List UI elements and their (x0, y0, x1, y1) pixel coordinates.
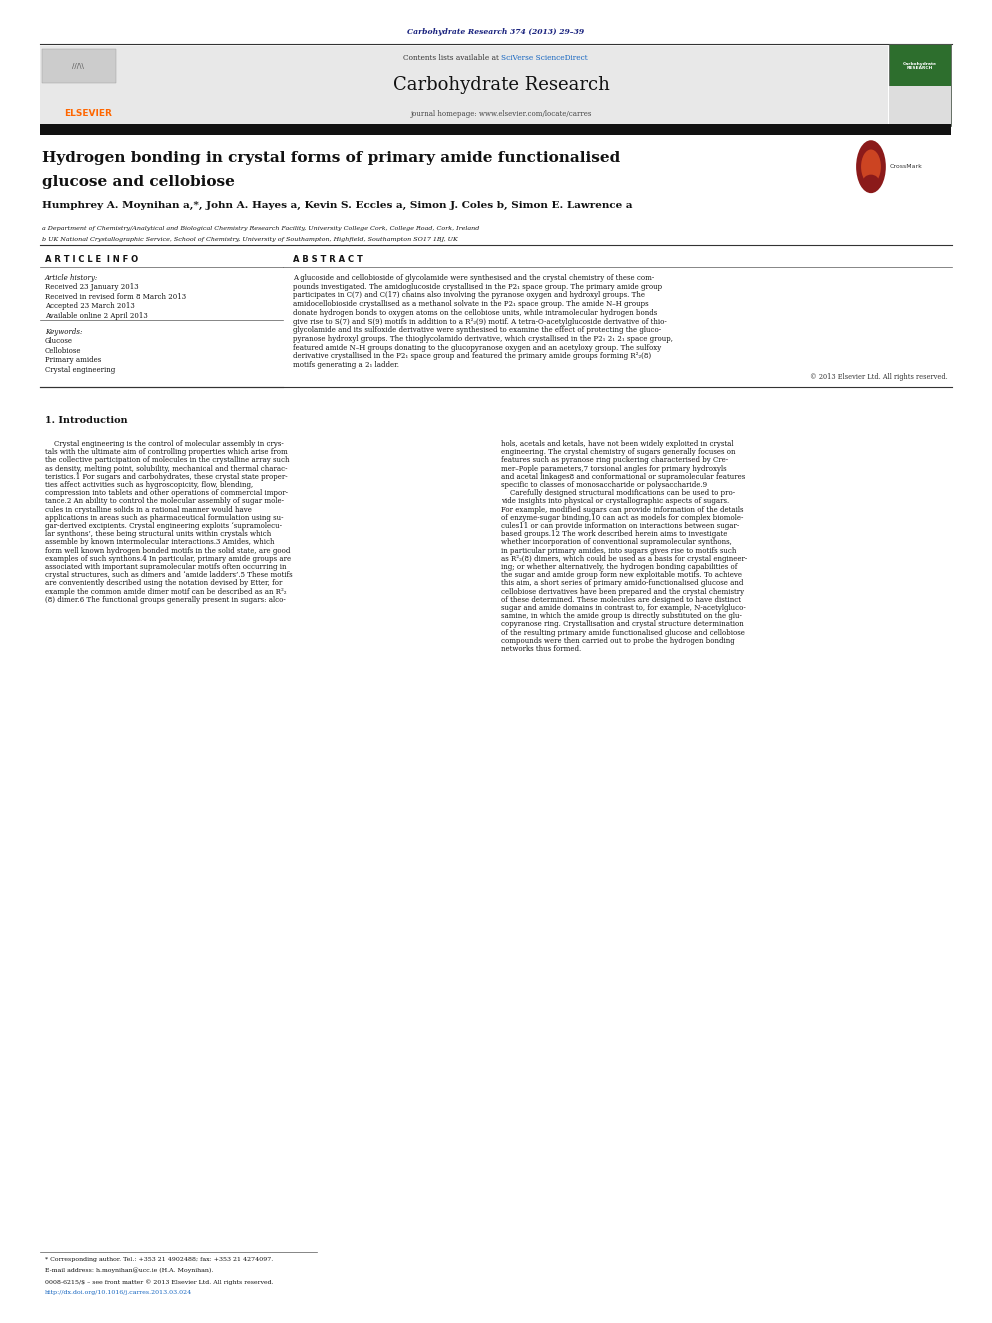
Text: cules in crystalline solids in a rational manner would have: cules in crystalline solids in a rationa… (45, 505, 252, 513)
Text: copyranose ring. Crystallisation and crystal structure determination: copyranose ring. Crystallisation and cry… (501, 620, 744, 628)
Text: b UK National Crystallographic Service, School of Chemistry, University of South: b UK National Crystallographic Service, … (42, 237, 457, 242)
Text: ELSEVIER: ELSEVIER (64, 110, 112, 118)
Text: samine, in which the amide group is directly substituted on the glu-: samine, in which the amide group is dire… (501, 613, 742, 620)
Ellipse shape (863, 175, 879, 188)
Ellipse shape (861, 149, 881, 184)
Text: journal homepage: www.elsevier.com/locate/carres: journal homepage: www.elsevier.com/locat… (411, 110, 591, 118)
Text: Received in revised form 8 March 2013: Received in revised form 8 March 2013 (45, 292, 186, 300)
Text: A B S T R A C T: A B S T R A C T (293, 255, 362, 265)
Text: derivative crystallised in the P2₁ space group and featured the primary amide gr: derivative crystallised in the P2₁ space… (293, 352, 651, 360)
Text: this aim, a short series of primary amido-functionalised glucose and: this aim, a short series of primary amid… (501, 579, 743, 587)
Bar (889, 44, 951, 126)
Ellipse shape (856, 140, 886, 193)
Text: E-mail address: h.moynihan@ucc.ie (H.A. Moynihan).: E-mail address: h.moynihan@ucc.ie (H.A. … (45, 1267, 213, 1273)
Text: Contents lists available at: Contents lists available at (403, 54, 501, 62)
Text: participates in C(7) and C(17) chains also involving the pyranose oxygen and hyd: participates in C(7) and C(17) chains al… (293, 291, 645, 299)
Text: Hydrogen bonding in crystal forms of primary amide functionalised: Hydrogen bonding in crystal forms of pri… (42, 151, 620, 165)
Text: are conveniently described using the notation devised by Etter, for: are conveniently described using the not… (45, 579, 282, 587)
Text: Primary amides: Primary amides (45, 356, 101, 364)
Text: Carbohydrate Research 374 (2013) 29–39: Carbohydrate Research 374 (2013) 29–39 (408, 28, 584, 36)
Text: For example, modified sugars can provide information of the details: For example, modified sugars can provide… (501, 505, 743, 513)
Text: and acetal linkages8 and conformational or supramolecular features: and acetal linkages8 and conformational … (501, 472, 745, 480)
Text: teristics.1 For sugars and carbohydrates, these crystal state proper-: teristics.1 For sugars and carbohydrates… (45, 472, 288, 480)
Text: Crystal engineering is the control of molecular assembly in crys-: Crystal engineering is the control of mo… (45, 441, 284, 448)
Text: networks thus formed.: networks thus formed. (501, 646, 581, 654)
Text: Carbohydrate
RESEARCH: Carbohydrate RESEARCH (903, 62, 936, 70)
Text: cules11 or can provide information on interactions between sugar-: cules11 or can provide information on in… (501, 523, 739, 531)
Text: amidocellobioside crystallised as a methanol solvate in the P2₁ space group. The: amidocellobioside crystallised as a meth… (293, 300, 648, 308)
Text: crystal structures, such as dimers and ‘amide ladders’.5 These motifs: crystal structures, such as dimers and ‘… (45, 572, 293, 579)
Text: compression into tablets and other operations of commercial impor-: compression into tablets and other opera… (45, 490, 288, 497)
Text: A glucoside and cellobioside of glycolamide were synthesised and the crystal che: A glucoside and cellobioside of glycolam… (293, 274, 654, 282)
Text: glycolamide and its sulfoxide derivative were synthesised to examine the effect : glycolamide and its sulfoxide derivative… (293, 327, 661, 335)
Bar (40, 124, 951, 135)
Text: of these determined. These molecules are designed to have distinct: of these determined. These molecules are… (501, 595, 741, 603)
Text: assemble by known intermolecular interactions.3 Amides, which: assemble by known intermolecular interac… (45, 538, 274, 546)
Text: features such as pyranose ring puckering characterised by Cre-: features such as pyranose ring puckering… (501, 456, 728, 464)
Text: © 2013 Elsevier Ltd. All rights reserved.: © 2013 Elsevier Ltd. All rights reserved… (809, 373, 947, 381)
Text: pyranose hydroxyl groups. The thioglycolamido derivative, which crystallised in : pyranose hydroxyl groups. The thioglycol… (293, 335, 673, 343)
Text: as R²₂(8) dimers, which could be used as a basis for crystal engineer-: as R²₂(8) dimers, which could be used as… (501, 554, 747, 562)
Text: Crystal engineering: Crystal engineering (45, 366, 115, 374)
Bar (42, 49, 116, 83)
Text: 1. Introduction: 1. Introduction (45, 417, 127, 425)
Text: Carefully designed structural modifications can be used to pro-: Carefully designed structural modificati… (501, 490, 735, 497)
Text: featured amide N–H groups donating to the glucopyranose oxygen and an acetyloxy : featured amide N–H groups donating to th… (293, 344, 661, 352)
Bar (889, 86, 951, 126)
Text: specific to classes of monosaccharide or polysaccharide.9: specific to classes of monosaccharide or… (501, 482, 707, 490)
Text: examples of such synthons.4 In particular, primary amide groups are: examples of such synthons.4 In particula… (45, 554, 291, 562)
Text: hols, acetals and ketals, have not been widely exploited in crystal: hols, acetals and ketals, have not been … (501, 441, 733, 448)
Text: the sugar and amide group form new exploitable motifs. To achieve: the sugar and amide group form new explo… (501, 572, 742, 579)
Text: Glucose: Glucose (45, 337, 72, 345)
Text: Received 23 January 2013: Received 23 January 2013 (45, 283, 138, 291)
Text: based groups.12 The work described herein aims to investigate: based groups.12 The work described herei… (501, 531, 727, 538)
Text: form well known hydrogen bonded motifs in the solid state, are good: form well known hydrogen bonded motifs i… (45, 546, 290, 554)
Text: Cellobiose: Cellobiose (45, 347, 81, 355)
Text: 0008-6215/$ – see front matter © 2013 Elsevier Ltd. All rights reserved.: 0008-6215/$ – see front matter © 2013 El… (45, 1279, 273, 1285)
Text: ties affect activities such as hygroscopicity, flow, blending,: ties affect activities such as hygroscop… (45, 482, 253, 490)
Text: vide insights into physical or crystallographic aspects of sugars.: vide insights into physical or crystallo… (501, 497, 729, 505)
Text: Humphrey A. Moynihan a,*, John A. Hayes a, Kevin S. Eccles a, Simon J. Coles b, : Humphrey A. Moynihan a,*, John A. Hayes … (42, 201, 632, 210)
Text: give rise to S(7) and S(9) motifs in addition to a R²₂(9) motif. A tetra-O-acety: give rise to S(7) and S(9) motifs in add… (293, 318, 667, 325)
Text: lar synthons’, these being structural units within crystals which: lar synthons’, these being structural un… (45, 531, 271, 538)
Text: the collective participation of molecules in the crystalline array such: the collective participation of molecule… (45, 456, 289, 464)
Text: Available online 2 April 2013: Available online 2 April 2013 (45, 312, 148, 320)
Bar (40, 46, 888, 126)
Text: ///\\: ///\\ (72, 64, 84, 69)
Text: compounds were then carried out to probe the hydrogen bonding: compounds were then carried out to probe… (501, 636, 735, 644)
Text: sugar and amide domains in contrast to, for example, N-acetylgluco-: sugar and amide domains in contrast to, … (501, 605, 746, 613)
Text: of the resulting primary amide functionalised glucose and cellobiose: of the resulting primary amide functiona… (501, 628, 745, 636)
Text: donate hydrogen bonds to oxygen atoms on the cellobiose units, while intramolecu: donate hydrogen bonds to oxygen atoms on… (293, 308, 657, 316)
Text: engineering. The crystal chemistry of sugars generally focuses on: engineering. The crystal chemistry of su… (501, 448, 735, 456)
Text: motifs generating a 2₁ ladder.: motifs generating a 2₁ ladder. (293, 361, 399, 369)
Text: of enzyme-sugar binding,10 can act as models for complex biomole-: of enzyme-sugar binding,10 can act as mo… (501, 513, 743, 521)
Text: tance.2 An ability to control the molecular assembly of sugar mole-: tance.2 An ability to control the molecu… (45, 497, 284, 505)
Text: applications in areas such as pharmaceutical formulation using su-: applications in areas such as pharmaceut… (45, 513, 283, 521)
Text: http://dx.doi.org/10.1016/j.carres.2013.03.024: http://dx.doi.org/10.1016/j.carres.2013.… (45, 1290, 191, 1295)
Text: ing; or whether alternatively, the hydrogen bonding capabilities of: ing; or whether alternatively, the hydro… (501, 564, 737, 572)
Text: as density, melting point, solubility, mechanical and thermal charac-: as density, melting point, solubility, m… (45, 464, 287, 472)
Text: SciVerse ScienceDirect: SciVerse ScienceDirect (501, 54, 587, 62)
Text: CrossMark: CrossMark (890, 164, 923, 169)
Text: mer–Pople parameters,7 torsional angles for primary hydroxyls: mer–Pople parameters,7 torsional angles … (501, 464, 726, 472)
Text: Article history:: Article history: (45, 274, 98, 282)
Text: pounds investigated. The amidoglucoside crystallised in the P2₁ space group. The: pounds investigated. The amidoglucoside … (293, 283, 662, 291)
Text: whether incorporation of conventional supramolecular synthons,: whether incorporation of conventional su… (501, 538, 732, 546)
Text: Carbohydrate Research: Carbohydrate Research (393, 75, 609, 94)
Text: associated with important supramolecular motifs often occurring in: associated with important supramolecular… (45, 564, 286, 572)
Text: Keywords:: Keywords: (45, 328, 82, 336)
Text: in particular primary amides, into sugars gives rise to motifs such: in particular primary amides, into sugar… (501, 546, 736, 554)
Text: tals with the ultimate aim of controlling properties which arise from: tals with the ultimate aim of controllin… (45, 448, 288, 456)
Text: A R T I C L E  I N F O: A R T I C L E I N F O (45, 255, 138, 265)
Text: a Department of Chemistry/Analytical and Biological Chemistry Research Facility,: a Department of Chemistry/Analytical and… (42, 226, 479, 232)
Text: gar-derived excipients. Crystal engineering exploits ‘supramolecu-: gar-derived excipients. Crystal engineer… (45, 523, 282, 531)
Text: glucose and cellobiose: glucose and cellobiose (42, 175, 234, 189)
Text: * Corresponding author. Tel.: +353 21 4902488; fax: +353 21 4274097.: * Corresponding author. Tel.: +353 21 49… (45, 1257, 273, 1262)
Text: (8) dimer.6 The functional groups generally present in sugars: alco-: (8) dimer.6 The functional groups genera… (45, 595, 286, 603)
Text: example the common amide dimer motif can be described as an R²₂: example the common amide dimer motif can… (45, 587, 286, 595)
Text: Accepted 23 March 2013: Accepted 23 March 2013 (45, 302, 134, 310)
Text: cellobiose derivatives have been prepared and the crystal chemistry: cellobiose derivatives have been prepare… (501, 587, 744, 595)
